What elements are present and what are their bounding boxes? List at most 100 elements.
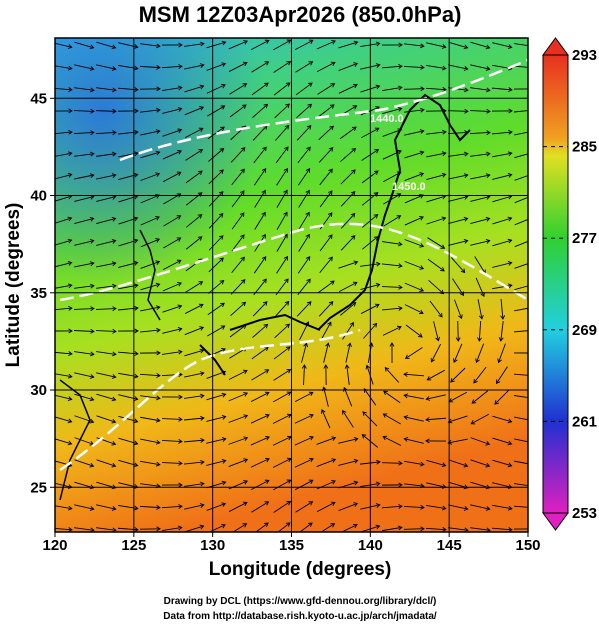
stream-arrow: [264, 39, 270, 45]
stream-arrow: [218, 212, 224, 218]
streamline: [118, 239, 138, 247]
stream-arrow: [349, 321, 354, 327]
streamline: [208, 235, 224, 251]
streamline: [492, 131, 512, 135]
streamline: [426, 131, 446, 135]
streamline: [320, 523, 335, 532]
stream-arrow: [155, 439, 161, 445]
stream-arrow: [67, 418, 73, 424]
stream-arrow: [199, 63, 205, 68]
streamline: [230, 147, 246, 163]
stream-arrow: [441, 216, 447, 222]
streamline: [73, 110, 95, 112]
stream-arrow: [327, 212, 333, 217]
stream-arrow: [221, 40, 227, 46]
stream-arrow: [285, 323, 290, 329]
stream-arrow: [265, 413, 270, 419]
stream-arrow: [426, 376, 432, 381]
streamline: [297, 256, 311, 274]
streamline: [340, 191, 356, 207]
stream-arrow: [398, 482, 403, 488]
streamline: [276, 256, 288, 274]
stream-arrow: [221, 83, 226, 89]
stream-arrow: [283, 233, 288, 239]
streamline: [470, 64, 490, 70]
streamline: [207, 105, 225, 117]
streamline: [470, 87, 490, 91]
streamline: [431, 343, 441, 363]
streamline: [383, 215, 401, 227]
streamline: [514, 438, 528, 443]
streamline: [296, 125, 312, 141]
streamline: [492, 262, 512, 268]
stream-arrow: [463, 462, 469, 468]
streamline: [492, 504, 512, 510]
streamline: [427, 369, 445, 381]
streamline: [316, 458, 336, 468]
stream-arrow: [365, 364, 371, 370]
streamline: [184, 461, 204, 465]
stream-arrow: [67, 283, 73, 289]
streamline: [514, 153, 528, 159]
stream-arrow: [89, 239, 95, 244]
streamline: [184, 326, 204, 336]
streamline: [96, 64, 116, 70]
streamline: [140, 216, 160, 226]
streamline: [184, 64, 204, 70]
coastline: [317, 93, 471, 331]
streamline: [206, 416, 226, 422]
streamline: [118, 372, 138, 378]
stream-arrow: [284, 278, 289, 284]
stream-arrow: [240, 212, 245, 217]
streamline: [162, 150, 182, 160]
stream-arrow: [330, 523, 336, 528]
stream-arrow: [455, 337, 461, 342]
stream-arrow: [530, 44, 534, 48]
stream-arrow: [374, 127, 380, 132]
stream-arrow: [283, 189, 288, 195]
streamline: [492, 195, 512, 203]
stream-arrow: [477, 337, 482, 342]
stream-arrow: [156, 43, 161, 49]
streamline: [229, 104, 247, 118]
streamline: [250, 414, 270, 424]
stream-arrow: [68, 129, 73, 135]
stream-arrow: [155, 260, 161, 265]
stream-arrow: [89, 44, 95, 50]
streamline: [140, 194, 160, 204]
streamline: [303, 364, 305, 386]
stream-arrow: [531, 87, 534, 91]
stream-arrow: [420, 526, 425, 532]
streamline: [273, 61, 291, 73]
stream-arrow: [112, 351, 117, 357]
streamline: [475, 343, 485, 363]
stream-arrow: [90, 283, 95, 289]
stream-arrow: [441, 151, 447, 157]
stream-arrow: [508, 87, 513, 93]
stream-arrow: [309, 435, 314, 441]
stream-arrow: [374, 149, 380, 154]
streamline: [383, 413, 401, 425]
stream-arrow: [155, 238, 161, 243]
x-tick-label: 120: [42, 537, 67, 554]
streamline: [276, 190, 288, 208]
stream-arrow: [283, 255, 288, 261]
streamline: [162, 527, 182, 531]
stream-arrow: [471, 399, 477, 404]
streamline: [276, 168, 288, 186]
stream-arrow: [262, 146, 267, 152]
streamline: [228, 502, 248, 512]
stream-arrow: [420, 504, 425, 510]
stream-arrow: [530, 440, 534, 444]
streamline: [96, 174, 116, 180]
streamline: [118, 131, 138, 135]
streamline: [254, 190, 266, 208]
stream-arrow: [352, 105, 358, 110]
streamline: [382, 241, 402, 245]
streamline: [492, 284, 512, 290]
stream-arrow: [353, 40, 359, 46]
streamline: [118, 42, 138, 48]
stream-arrow: [328, 146, 334, 152]
streamline: [294, 436, 314, 446]
stream-arrow: [328, 256, 333, 262]
